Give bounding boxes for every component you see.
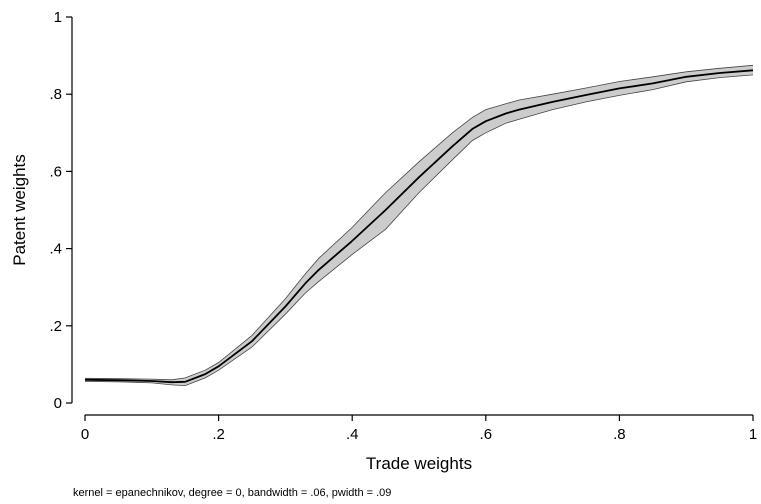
- x-axis-title: Trade weights: [366, 454, 472, 473]
- confidence-band-lower: [84, 74, 754, 387]
- y-tick-label: 1: [54, 9, 62, 26]
- fit-line: [84, 69, 754, 384]
- y-axis-ticks: 0 .2 .4 .6 .8 1: [49, 9, 72, 412]
- y-tick-label: .2: [49, 318, 62, 335]
- x-tick-label: .6: [480, 426, 493, 443]
- y-tick-label: 0: [54, 395, 62, 412]
- x-tick-label: 0: [81, 426, 89, 443]
- x-tick-label: 1: [749, 426, 757, 443]
- axes: 0 .2 .4 .6 .8 1 0 .2 .4 .6 .8 1: [49, 9, 757, 443]
- y-tick-label: .4: [49, 241, 62, 258]
- confidence-band-layer: [84, 64, 754, 387]
- x-tick-label: .4: [346, 426, 359, 443]
- x-axis-ticks: 0 .2 .4 .6 .8 1: [81, 415, 757, 443]
- y-tick-label: .6: [49, 163, 62, 180]
- y-axis-title: Patent weights: [10, 154, 29, 266]
- x-tick-label: .8: [613, 426, 626, 443]
- confidence-band-upper: [84, 64, 754, 381]
- fit-line-layer: [84, 69, 754, 384]
- kernel-note: kernel = epanechnikov, degree = 0, bandw…: [73, 487, 391, 499]
- y-tick-label: .8: [49, 86, 62, 103]
- x-tick-label: .2: [212, 426, 225, 443]
